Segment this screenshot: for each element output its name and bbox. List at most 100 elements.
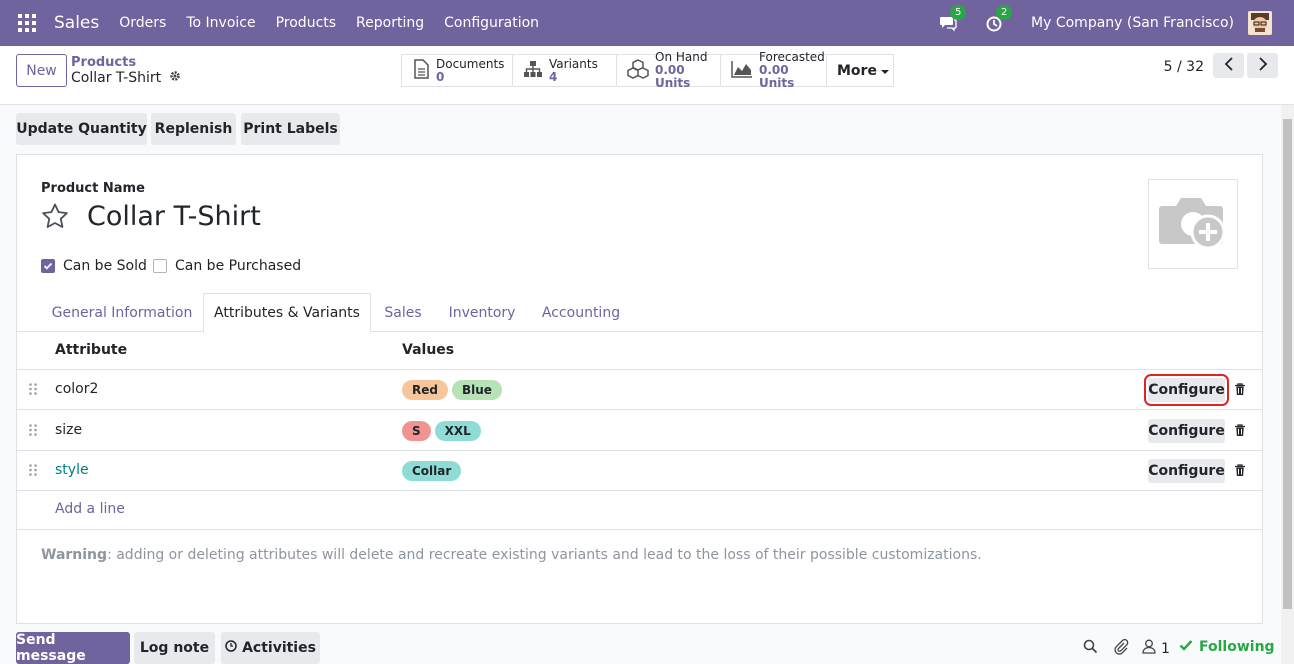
messages-icon[interactable]: 5 (939, 5, 967, 32)
add-a-line-link[interactable]: Add a line (55, 501, 125, 517)
divider (17, 529, 1262, 530)
pager-previous-button[interactable] (1213, 53, 1244, 78)
scrollbar-thumb[interactable] (1283, 119, 1292, 609)
replenish-button[interactable]: Replenish (151, 113, 236, 145)
activities-label: Activities (242, 640, 316, 656)
gear-icon[interactable] (169, 70, 181, 86)
attribute-name[interactable]: size (55, 422, 83, 438)
app-brand[interactable]: Sales (54, 13, 100, 33)
value-tag: S (402, 421, 431, 441)
tab-sales[interactable]: Sales (384, 304, 422, 321)
pager-value[interactable]: 5 / 32 (1163, 59, 1204, 75)
value-tag: Red (402, 380, 448, 400)
print-labels-button[interactable]: Print Labels (241, 113, 340, 145)
paperclip-icon[interactable] (1114, 639, 1129, 655)
activities-badge: 2 (996, 5, 1013, 20)
followers-count: 1 (1161, 640, 1170, 657)
variants-value: 4 (549, 69, 558, 84)
more-dropdown[interactable]: More (827, 55, 893, 86)
trash-icon[interactable] (1234, 383, 1246, 400)
nav-to-invoice[interactable]: To Invoice (186, 15, 256, 31)
nav-products[interactable]: Products (275, 15, 337, 31)
warning-text: : adding or deleting attributes will del… (107, 547, 982, 563)
documents-value: 0 (436, 69, 445, 84)
user-avatar[interactable] (1248, 11, 1272, 35)
checkbox-unchecked-icon (153, 259, 167, 273)
apps-grid-icon[interactable] (18, 14, 36, 32)
attribute-name[interactable]: color2 (55, 381, 99, 397)
form-tabs: General Information Attributes & Variant… (17, 293, 1262, 333)
following-label: Following (1199, 639, 1275, 655)
send-message-button[interactable]: Send message (16, 632, 130, 664)
drag-handle-icon[interactable] (29, 424, 37, 440)
can-be-purchased-checkbox[interactable]: Can be Purchased (153, 258, 301, 274)
forecasted-smart-button[interactable]: Forecasted 0.00 Units (721, 51, 827, 90)
documents-label: Documents (436, 56, 505, 71)
can-be-purchased-label: Can be Purchased (175, 258, 302, 274)
search-messages-icon[interactable] (1083, 639, 1098, 654)
check-icon (1179, 639, 1193, 655)
table-row[interactable]: style Collar Configure (17, 451, 1262, 491)
configure-button[interactable]: Configure (1148, 459, 1225, 483)
company-switcher[interactable]: My Company (San Francisco) (1031, 15, 1234, 31)
attributes-table-header: Attribute Values (17, 332, 1262, 370)
checkbox-checked-icon (41, 259, 55, 273)
new-button[interactable]: New (16, 54, 67, 87)
value-tags: Red Blue (402, 380, 502, 400)
page-scrollbar[interactable] (1281, 105, 1294, 664)
attribute-name[interactable]: style (55, 462, 89, 478)
documents-smart-button[interactable]: Documents 0 (402, 55, 513, 86)
clock-icon (225, 640, 237, 656)
trash-icon[interactable] (1234, 464, 1246, 481)
nav-configuration[interactable]: Configuration (444, 15, 540, 31)
tab-accounting[interactable]: Accounting (541, 304, 621, 321)
activities-button[interactable]: Activities (221, 632, 320, 664)
camera-plus-icon (1158, 192, 1228, 256)
table-row[interactable]: color2 Red Blue Configure (17, 370, 1262, 410)
tab-attributes-variants[interactable]: Attributes & Variants (203, 293, 371, 333)
on-hand-smart-button[interactable]: On Hand 0.00 Units (617, 51, 721, 90)
attributes-warning: Warning: adding or deleting attributes w… (41, 547, 982, 563)
forecasted-label: Forecasted (759, 50, 825, 64)
nav-orders[interactable]: Orders (119, 15, 167, 31)
product-name-field[interactable]: Collar T-Shirt (87, 201, 261, 232)
nav-reporting[interactable]: Reporting (356, 15, 425, 31)
update-quantity-button[interactable]: Update Quantity (16, 113, 147, 145)
cubes-icon (627, 58, 649, 83)
variants-smart-button[interactable]: Variants 4 (513, 55, 617, 86)
configure-button[interactable]: Configure (1144, 374, 1229, 406)
drag-handle-icon[interactable] (29, 383, 37, 399)
followers-button[interactable]: 1 (1142, 639, 1170, 658)
user-icon (1142, 639, 1156, 658)
on-hand-label: On Hand (655, 50, 708, 64)
favorite-star-icon[interactable] (41, 203, 69, 233)
control-panel: New Products Collar T-Shirt Documents 0 … (0, 46, 1294, 105)
messages-badge: 5 (950, 5, 967, 20)
smart-buttons: Documents 0 Variants 4 On Hand 0.00 Unit… (401, 51, 894, 90)
header-attribute[interactable]: Attribute (55, 342, 128, 358)
breadcrumb-products[interactable]: Products (71, 55, 137, 70)
configure-button[interactable]: Configure (1148, 419, 1225, 443)
product-image-upload[interactable] (1148, 179, 1238, 269)
table-row[interactable]: size S XXL Configure (17, 411, 1262, 451)
tab-inventory[interactable]: Inventory (448, 304, 516, 321)
following-button[interactable]: Following (1179, 639, 1275, 655)
can-be-sold-label: Can be Sold (63, 258, 147, 274)
breadcrumb-current-label: Collar T-Shirt (71, 70, 162, 86)
top-navbar: Sales Orders To Invoice Products Reporti… (0, 0, 1294, 46)
pager-next-button[interactable] (1247, 53, 1278, 78)
sitemap-icon (523, 60, 543, 82)
log-note-button[interactable]: Log note (134, 632, 215, 664)
caret-down-icon (880, 63, 889, 79)
header-values[interactable]: Values (402, 342, 455, 358)
chevron-left-icon (1224, 56, 1234, 75)
activities-clock-icon[interactable]: 2 (985, 5, 1013, 32)
form-sheet: Product Name Collar T-Shirt Can be Sold … (16, 154, 1263, 624)
on-hand-value: 0.00 Units (655, 63, 691, 90)
product-name-label: Product Name (41, 181, 145, 196)
area-chart-icon (731, 60, 753, 82)
tab-general-information[interactable]: General Information (51, 304, 193, 321)
can-be-sold-checkbox[interactable]: Can be Sold (41, 258, 147, 274)
trash-icon[interactable] (1234, 424, 1246, 441)
drag-handle-icon[interactable] (29, 464, 37, 480)
